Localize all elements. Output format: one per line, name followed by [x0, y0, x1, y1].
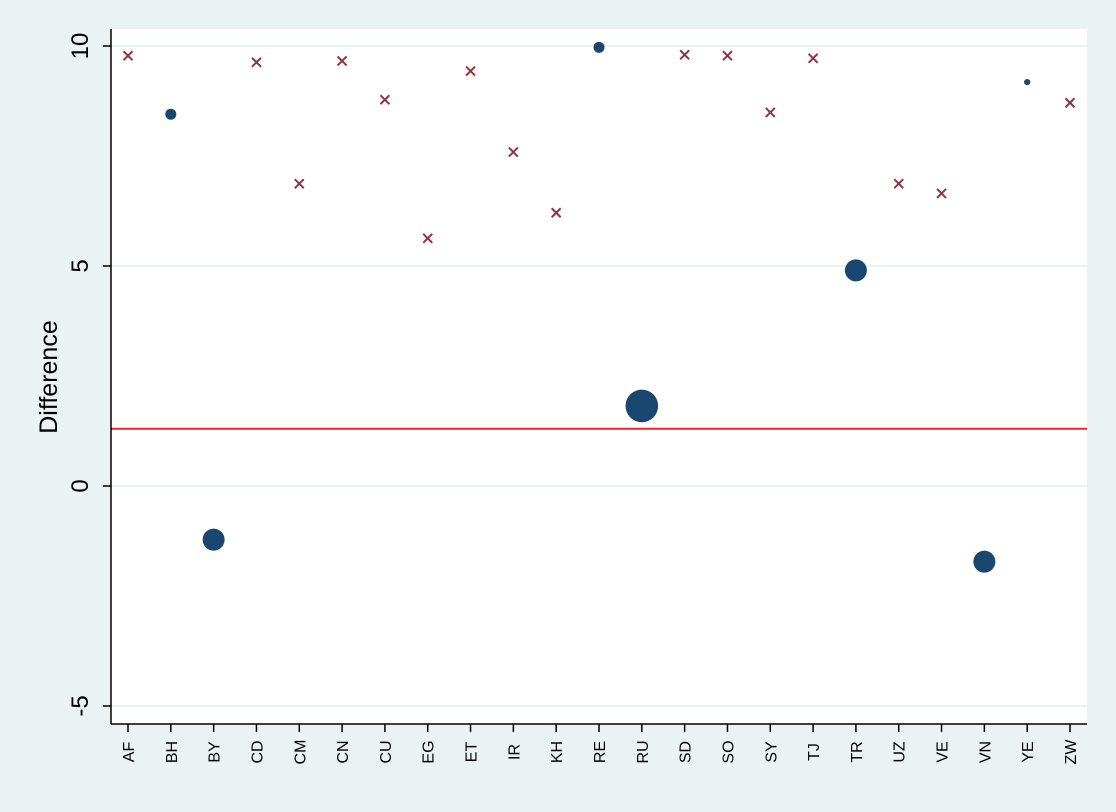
cross-point-cd [251, 57, 262, 68]
cross-point-zw [1064, 97, 1076, 108]
x-tick-label-sd: SD [678, 741, 695, 763]
cross-point-ir [508, 146, 519, 158]
plot-area [111, 29, 1087, 724]
y-tick-label: 10 [67, 33, 94, 60]
x-tick-label-sy: SY [763, 741, 780, 763]
circle-point-tr [844, 259, 867, 282]
circle-point-ru [625, 389, 659, 423]
cross-point-tj [807, 53, 819, 64]
axes: -5 0 5 10 AF BH BY CD CM CN CU EG ET IR KH RE RU SD SO SY TJ… [67, 29, 1087, 764]
x-tick-label-cu: CU [378, 740, 395, 763]
x-tick-label-tj: TJ [806, 743, 823, 761]
x-tick-label-et: ET [464, 742, 481, 763]
circle-point-vn [973, 550, 996, 573]
cross-point-cm [294, 178, 305, 189]
x-tick-label-uz: UZ [892, 741, 909, 763]
x-tick-label-cd: CD [249, 740, 266, 763]
cross-point-cu [379, 94, 391, 105]
x-tick-label-cn: CN [335, 740, 352, 763]
x-tick-label-re: RE [592, 741, 609, 763]
cross-point-sd [679, 49, 690, 61]
circle-point-re [593, 41, 605, 53]
cross-point-et [465, 65, 476, 77]
x-tick-label-bh: BH [164, 741, 181, 763]
cross-point-ve [936, 188, 947, 199]
y-tick-label: -5 [67, 695, 94, 716]
cross-point-uz [893, 178, 904, 189]
x-tick-label-ru: RU [635, 740, 652, 763]
cross-point-sy [765, 107, 776, 118]
x-tick-label-ye: YE [1020, 741, 1037, 762]
x-tick-label-tr: TR [849, 741, 866, 762]
x-tick-label-zw: ZW [1063, 739, 1080, 765]
x-tick-label-kh: KH [549, 741, 566, 763]
cross-point-cn [336, 55, 348, 67]
cross-point-kh [550, 207, 562, 218]
x-tick-label-vn: VN [977, 741, 994, 763]
cross-point-af [122, 50, 134, 61]
x-tick-label-so: SO [720, 740, 737, 763]
y-axis-label: Difference [35, 320, 63, 434]
y-tick-label: 5 [67, 259, 94, 272]
y-tick-label: 0 [67, 479, 94, 492]
x-tick-label-ve: VE [935, 741, 952, 762]
x-tick-label-af: AF [121, 742, 138, 763]
x-tick-label-cm: CM [292, 740, 309, 765]
x-tick-label-eg: EG [421, 740, 438, 763]
x-tick-label-ir: IR [506, 744, 523, 760]
x-tick-label-by: BY [207, 741, 224, 763]
cross-point-so [722, 50, 733, 61]
circle-point-by [202, 528, 225, 551]
circle-point-bh [165, 108, 177, 120]
circle-point-ye [1024, 78, 1031, 86]
cross-point-eg [422, 233, 433, 244]
data-points [122, 41, 1076, 573]
